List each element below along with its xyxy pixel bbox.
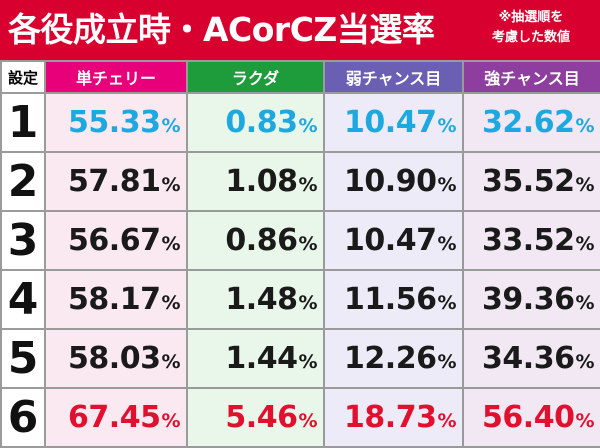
rate-value: 1.44 (225, 341, 298, 376)
percent-sign: % (298, 410, 317, 432)
percent-sign: % (437, 292, 456, 314)
rate-cell: 0.86% (186, 210, 325, 271)
rate-cell: 58.17% (44, 269, 188, 330)
rate-cell: 32.62% (462, 92, 600, 153)
rate-value: 11.56 (344, 282, 437, 317)
rate-value: 58.17 (68, 282, 161, 317)
rate-cell: 1.08% (186, 151, 325, 212)
percent-sign: % (161, 115, 180, 137)
rate-cell: 56.40% (462, 387, 600, 448)
percent-sign: % (161, 410, 180, 432)
setting-cell: 6 (0, 387, 46, 448)
percent-sign: % (298, 292, 317, 314)
table-row: 5 58.03% 1.44% 12.26% 34.36% (0, 328, 600, 389)
setting-cell: 3 (0, 210, 46, 271)
rate-cell: 0.83% (186, 92, 325, 153)
percent-sign: % (298, 351, 317, 373)
percent-sign: % (298, 115, 317, 137)
percent-sign: % (575, 174, 594, 196)
rate-cell: 1.44% (186, 328, 325, 389)
setting-cell: 1 (0, 92, 46, 153)
table-row: 3 56.67% 0.86% 10.47% 33.52% (0, 210, 600, 271)
percent-sign: % (575, 410, 594, 432)
rate-value: 58.03 (68, 341, 161, 376)
page-title: 各役成立時・ACorCZ当選率 (8, 10, 435, 49)
percent-sign: % (575, 233, 594, 255)
footnote-line-1: ※抽選順を (498, 10, 564, 25)
rate-cell: 39.36% (462, 269, 600, 330)
rate-value: 10.90 (344, 164, 437, 199)
rate-cell: 58.03% (44, 328, 188, 389)
footnote: ※抽選順を 考慮した数値 (472, 8, 590, 48)
rate-cell: 57.81% (44, 151, 188, 212)
rate-value: 0.83 (225, 105, 298, 140)
rate-value: 35.52 (482, 164, 575, 199)
rate-cell: 35.52% (462, 151, 600, 212)
rate-value: 56.67 (68, 223, 161, 258)
percent-sign: % (437, 410, 456, 432)
table-row: 1 55.33% 0.83% 10.47% 32.62% (0, 92, 600, 153)
footnote-line-2: 考慮した数値 (491, 30, 570, 45)
percent-sign: % (437, 233, 456, 255)
percent-sign: % (575, 115, 594, 137)
percent-sign: % (575, 351, 594, 373)
rate-cell: 5.46% (186, 387, 325, 448)
rate-value: 55.33 (68, 105, 161, 140)
setting-cell: 5 (0, 328, 46, 389)
table-header-row: 設定 単チェリー ラクダ 弱チャンス目 強チャンス目 (0, 60, 600, 94)
percent-sign: % (298, 174, 317, 196)
rate-value: 0.86 (225, 223, 298, 258)
percent-sign: % (161, 174, 180, 196)
percent-sign: % (437, 174, 456, 196)
rate-value: 56.40 (482, 400, 575, 435)
rate-value: 5.46 (225, 400, 298, 435)
column-header-rakuda: ラクダ (186, 60, 325, 94)
rate-value: 12.26 (344, 341, 437, 376)
rate-value: 34.36 (482, 341, 575, 376)
rate-value: 39.36 (482, 282, 575, 317)
header-bar: 各役成立時・ACorCZ当選率 ※抽選順を 考慮した数値 (0, 0, 600, 60)
rate-cell: 10.47% (323, 210, 464, 271)
percent-sign: % (437, 115, 456, 137)
rate-cell: 11.56% (323, 269, 464, 330)
percent-sign: % (161, 351, 180, 373)
rate-value: 1.48 (225, 282, 298, 317)
rate-cell: 1.48% (186, 269, 325, 330)
rate-table: 設定 単チェリー ラクダ 弱チャンス目 強チャンス目 1 55.33% 0.83% 1… (0, 60, 600, 448)
rate-value: 10.47 (344, 223, 437, 258)
column-header-weak-chance: 弱チャンス目 (323, 60, 464, 94)
column-header-strong-chance: 強チャンス目 (462, 60, 600, 94)
percent-sign: % (161, 233, 180, 255)
rate-cell: 10.47% (323, 92, 464, 153)
rate-value: 67.45 (68, 400, 161, 435)
rate-value: 33.52 (482, 223, 575, 258)
percent-sign: % (298, 233, 317, 255)
rate-cell: 56.67% (44, 210, 188, 271)
rate-value: 57.81 (68, 164, 161, 199)
table-row: 2 57.81% 1.08% 10.90% 35.52% (0, 151, 600, 212)
rate-cell: 33.52% (462, 210, 600, 271)
setting-cell: 2 (0, 151, 46, 212)
rate-cell: 12.26% (323, 328, 464, 389)
rate-value: 32.62 (482, 105, 575, 140)
column-header-single-cherry: 単チェリー (44, 60, 188, 94)
setting-cell: 4 (0, 269, 46, 330)
percent-sign: % (437, 351, 456, 373)
column-header-setting: 設定 (0, 60, 46, 94)
percent-sign: % (575, 292, 594, 314)
rate-value: 1.08 (225, 164, 298, 199)
rate-cell: 10.90% (323, 151, 464, 212)
rate-cell: 67.45% (44, 387, 188, 448)
rate-cell: 34.36% (462, 328, 600, 389)
table-row: 4 58.17% 1.48% 11.56% 39.36% (0, 269, 600, 330)
table-row: 6 67.45% 5.46% 18.73% 56.40% (0, 387, 600, 448)
rate-cell: 55.33% (44, 92, 188, 153)
percent-sign: % (161, 292, 180, 314)
rate-value: 18.73 (344, 400, 437, 435)
rate-value: 10.47 (344, 105, 437, 140)
rate-cell: 18.73% (323, 387, 464, 448)
